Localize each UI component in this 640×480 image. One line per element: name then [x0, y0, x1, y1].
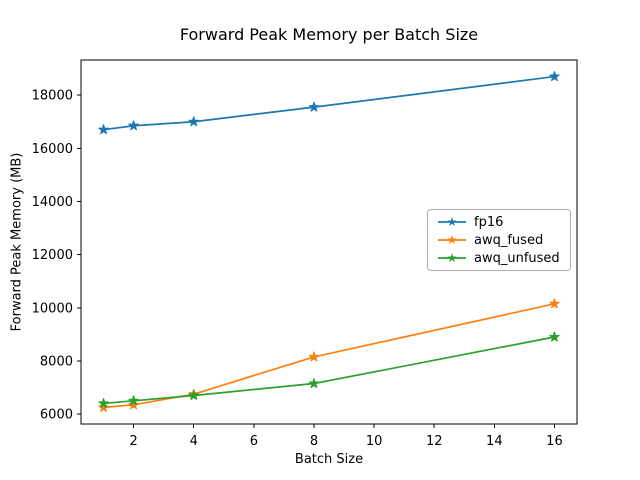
marker-awq_fused [549, 298, 560, 309]
x-tick-label: 12 [426, 434, 443, 449]
marker-awq_fused [308, 351, 320, 362]
legend-label-fp16: fp16 [474, 214, 504, 230]
marker-awq_unfused [128, 395, 139, 406]
y-tick-label: 10000 [32, 301, 73, 316]
marker-awq_unfused [549, 331, 560, 342]
y-tick-label: 14000 [32, 195, 73, 210]
y-tick-label: 8000 [40, 354, 73, 369]
series-line-fp16 [103, 75, 555, 131]
marker-fp16 [308, 101, 320, 112]
legend-marker-fp16 [438, 217, 466, 227]
x-tick-label: 10 [366, 434, 383, 449]
y-tick-label: 18000 [32, 89, 73, 104]
marker-awq_fused [128, 399, 139, 410]
y-tick-label: 6000 [40, 408, 73, 423]
marker-awq_fused [98, 401, 109, 412]
chart-title: Forward Peak Memory per Batch Size [179, 25, 479, 44]
marker-awq_unfused [188, 389, 199, 401]
series-line-awq_fused [103, 302, 555, 409]
y-tick-label: 12000 [32, 248, 73, 263]
series-line-awq_unfused [103, 336, 555, 405]
legend-marker-awq_fused [438, 235, 466, 245]
axes-frame [80, 59, 578, 425]
legend-item-awq_unfused: awq_unfused [437, 249, 561, 267]
legend: fp16 awq_fused awq_unfused [427, 209, 571, 271]
x-tick-label: 16 [546, 434, 563, 449]
marker-fp16 [98, 124, 109, 135]
x-tick-label: 4 [190, 434, 198, 449]
x-tick-label: 14 [486, 434, 503, 449]
legend-marker-awq_unfused [438, 253, 466, 263]
marker-awq_unfused [308, 378, 320, 389]
y-tick-label: 16000 [32, 142, 73, 157]
marker-awq_unfused [98, 397, 109, 408]
marker-fp16 [188, 116, 199, 127]
marker-fp16 [549, 71, 560, 82]
x-tick-label: 6 [250, 434, 258, 449]
x-tick-label: 8 [310, 434, 318, 449]
legend-label-awq_unfused: awq_unfused [474, 250, 560, 266]
marker-fp16 [128, 120, 139, 131]
legend-item-awq_fused: awq_fused [437, 231, 561, 249]
x-tick-label: 2 [129, 434, 137, 449]
legend-label-awq_fused: awq_fused [474, 232, 544, 248]
legend-item-fp16: fp16 [437, 213, 561, 231]
x-axis-label: Batch Size [294, 452, 364, 467]
